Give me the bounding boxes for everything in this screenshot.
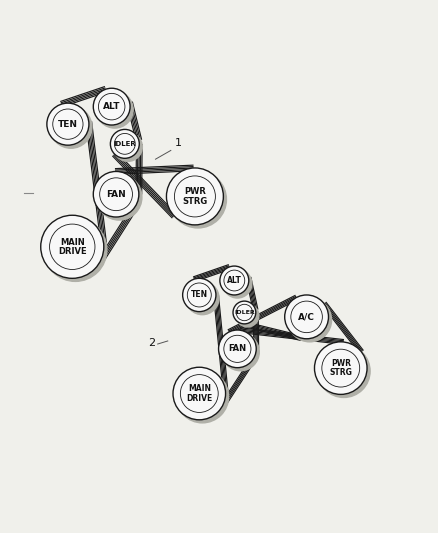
Text: FAN: FAN <box>106 190 126 199</box>
Circle shape <box>176 370 229 423</box>
Circle shape <box>93 172 139 217</box>
Circle shape <box>233 301 256 324</box>
Circle shape <box>166 168 223 225</box>
Circle shape <box>187 283 211 307</box>
Circle shape <box>220 266 249 295</box>
Circle shape <box>174 176 215 217</box>
Circle shape <box>224 270 245 291</box>
Circle shape <box>219 330 256 368</box>
Circle shape <box>222 333 259 371</box>
Circle shape <box>114 133 135 154</box>
Text: IDLER: IDLER <box>113 141 136 147</box>
Circle shape <box>96 174 142 220</box>
Circle shape <box>93 88 130 125</box>
Circle shape <box>96 91 133 128</box>
Circle shape <box>183 278 216 312</box>
Circle shape <box>236 304 253 321</box>
Circle shape <box>236 304 259 327</box>
Circle shape <box>291 301 322 333</box>
Text: MAIN
DRIVE: MAIN DRIVE <box>58 238 87 256</box>
Text: TEN: TEN <box>191 290 208 300</box>
Circle shape <box>99 93 125 120</box>
Circle shape <box>50 106 92 148</box>
Text: 1: 1 <box>175 138 182 148</box>
Circle shape <box>49 224 95 270</box>
Circle shape <box>314 342 367 394</box>
Text: 2: 2 <box>148 338 155 348</box>
Circle shape <box>285 295 328 339</box>
Circle shape <box>223 269 252 298</box>
Circle shape <box>322 349 360 387</box>
Circle shape <box>288 298 332 342</box>
Text: A/C: A/C <box>298 312 315 321</box>
Circle shape <box>318 345 370 398</box>
Circle shape <box>113 133 142 161</box>
Text: ALT: ALT <box>227 276 242 285</box>
Text: TEN: TEN <box>58 119 78 128</box>
Circle shape <box>180 375 218 413</box>
Text: ALT: ALT <box>103 102 120 111</box>
Circle shape <box>186 281 219 314</box>
Text: FAN: FAN <box>228 344 247 353</box>
Circle shape <box>110 130 139 158</box>
Circle shape <box>47 103 89 145</box>
Text: MAIN
DRIVE: MAIN DRIVE <box>186 384 212 403</box>
Circle shape <box>100 178 132 211</box>
Circle shape <box>224 335 251 362</box>
Circle shape <box>41 215 104 278</box>
Circle shape <box>173 367 226 420</box>
Text: PWR
STRG: PWR STRG <box>329 359 352 377</box>
Text: IDLER: IDLER <box>234 310 255 315</box>
Circle shape <box>53 109 83 139</box>
Circle shape <box>170 171 226 228</box>
Text: PWR
STRG: PWR STRG <box>182 187 208 206</box>
Circle shape <box>44 219 107 281</box>
